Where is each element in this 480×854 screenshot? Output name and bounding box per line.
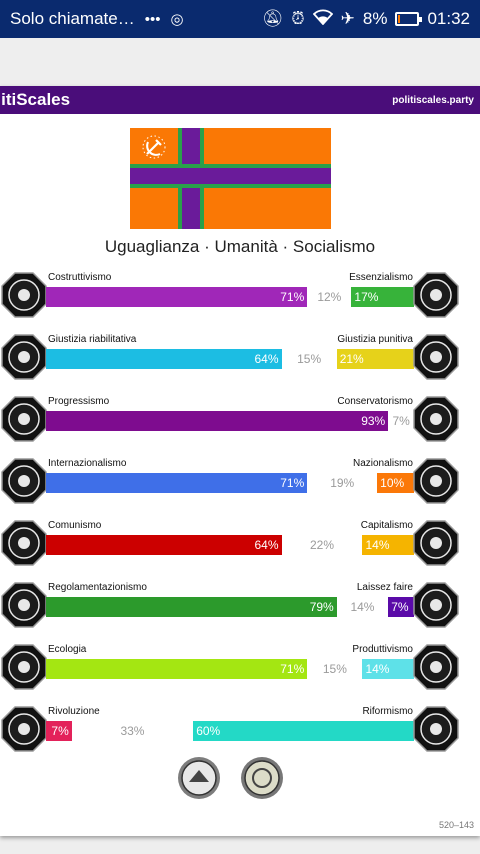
right-score-segment: 7% bbox=[388, 597, 414, 617]
right-score-segment: 17% bbox=[351, 287, 414, 307]
axis-right-label: Capitalismo bbox=[360, 520, 413, 531]
progressive-icon bbox=[1, 396, 47, 442]
constructivism-icon bbox=[1, 272, 47, 318]
result-card: olitiScales politiscales.party Uguaglian… bbox=[0, 86, 480, 836]
mute-icon: 🔕︎ bbox=[261, 9, 284, 28]
ecology-icon bbox=[1, 644, 47, 690]
left-score-segment: 71% bbox=[46, 659, 308, 679]
ideology-flag bbox=[130, 128, 331, 229]
axis-left-label: Internazionalismo bbox=[48, 458, 127, 469]
flag-icon bbox=[413, 458, 459, 504]
axis-left-label: Regolamentazionismo bbox=[48, 582, 147, 593]
battery-percent: 8% bbox=[362, 9, 388, 28]
axis-row: Progressismo Conservatorismo 93% 7% bbox=[0, 394, 480, 456]
footer-code: 520–143 bbox=[438, 820, 474, 830]
factory-icon bbox=[413, 644, 459, 690]
handshake-icon bbox=[1, 334, 47, 380]
more-dots-icon: ••• bbox=[144, 10, 161, 28]
conservative-icon bbox=[413, 396, 459, 442]
clock: 01:32 bbox=[427, 9, 470, 28]
axis-right-label: Giustizia punitiva bbox=[337, 334, 413, 345]
axis-right-label: Riformismo bbox=[362, 706, 413, 717]
left-score-segment: 93% bbox=[46, 411, 389, 431]
left-score-segment: 79% bbox=[46, 597, 337, 617]
right-score-segment: 14% bbox=[362, 659, 414, 679]
essentialism-icon bbox=[413, 272, 459, 318]
site-link[interactable]: politiscales.party bbox=[392, 94, 474, 106]
axis-row: Rivoluzione Riformismo 7% 33% 60% bbox=[0, 704, 480, 766]
axis-row: Comunismo Capitalismo 64% 22% 14% bbox=[0, 518, 480, 580]
battery-icon bbox=[395, 12, 423, 26]
badge-coin-left-icon bbox=[178, 757, 220, 799]
hammer-sickle-icon bbox=[1, 520, 47, 566]
axis-score-bar: 64% 15% 21% bbox=[46, 349, 414, 369]
carrier-text: Solo chiamate… bbox=[10, 9, 135, 28]
status-bar: Solo chiamate… ••• ◎ 🔕︎ ⏰︎ ✈ 8% 01:32 bbox=[0, 0, 480, 38]
star-circle-emblem bbox=[142, 135, 166, 159]
axis-row: Costruttivismo Essenzialismo 71% 12% 17% bbox=[0, 270, 480, 332]
right-score-segment: 60% bbox=[193, 721, 414, 741]
right-score-segment: 14% bbox=[362, 535, 414, 555]
right-score-segment: 10% bbox=[377, 473, 414, 493]
axis-right-label: Conservatorismo bbox=[337, 396, 413, 407]
axis-row: Regolamentazionismo Laissez faire 79% 14% 7% bbox=[0, 580, 480, 642]
axis-right-label: Laissez faire bbox=[356, 582, 413, 593]
axis-row: Internazionalismo Nazionalismo 71% 19% 10% bbox=[0, 456, 480, 518]
neutral-score-segment: 15% bbox=[281, 349, 337, 369]
title-bar: olitiScales politiscales.party bbox=[0, 86, 480, 114]
axis-row: Ecologia Produttivismo 71% 15% 14% bbox=[0, 642, 480, 704]
wifi-icon bbox=[312, 9, 333, 30]
app-logo: olitiScales bbox=[0, 90, 71, 109]
axis-left-label: Costruttivismo bbox=[48, 272, 112, 283]
axis-score-bar: 79% 14% 7% bbox=[46, 597, 414, 617]
axis-left-label: Comunismo bbox=[48, 520, 102, 531]
prison-bars-icon bbox=[413, 334, 459, 380]
left-score-segment: 71% bbox=[46, 473, 308, 493]
axis-right-label: Produttivismo bbox=[352, 644, 413, 655]
globe-icon bbox=[1, 458, 47, 504]
neutral-score-segment: 7% bbox=[388, 411, 414, 431]
laissez-faire-icon bbox=[413, 582, 459, 628]
neutral-score-segment: 33% bbox=[71, 721, 194, 741]
neutral-score-segment: 15% bbox=[307, 659, 363, 679]
money-bag-icon bbox=[413, 520, 459, 566]
axis-right-label: Nazionalismo bbox=[352, 458, 413, 469]
axis-score-bar: 71% 15% 14% bbox=[46, 659, 414, 679]
badge-coin-right-icon bbox=[241, 757, 283, 799]
left-score-segment: 64% bbox=[46, 535, 282, 555]
neutral-score-segment: 12% bbox=[307, 287, 352, 307]
axis-score-bar: 71% 12% 17% bbox=[46, 287, 414, 307]
left-score-segment: 64% bbox=[46, 349, 282, 369]
airplane-icon: ✈ bbox=[340, 9, 355, 28]
reform-icon bbox=[413, 706, 459, 752]
left-score-segment: 7% bbox=[46, 721, 72, 741]
axis-row: Giustizia riabilitativa Giustizia punitiv… bbox=[0, 332, 480, 394]
axis-score-bar: 64% 22% 14% bbox=[46, 535, 414, 555]
neutral-score-segment: 22% bbox=[281, 535, 363, 555]
axis-left-label: Giustizia riabilitativa bbox=[48, 334, 137, 345]
neutral-score-segment: 14% bbox=[336, 597, 389, 617]
ideology-slogan: Uguaglianza · Umanità · Socialismo bbox=[104, 237, 376, 256]
neutral-score-segment: 19% bbox=[307, 473, 378, 493]
axis-score-bar: 71% 19% 10% bbox=[46, 473, 414, 493]
right-score-segment: 21% bbox=[336, 349, 414, 369]
regulation-icon bbox=[1, 582, 47, 628]
axis-left-label: Ecologia bbox=[48, 644, 87, 655]
axis-left-label: Rivoluzione bbox=[48, 706, 100, 717]
axis-score-bar: 7% 33% 60% bbox=[46, 721, 414, 741]
revolution-icon bbox=[1, 706, 47, 752]
axis-right-label: Essenzialismo bbox=[349, 272, 413, 283]
axis-left-label: Progressismo bbox=[48, 396, 110, 407]
left-score-segment: 71% bbox=[46, 287, 308, 307]
alarm-icon: ⏰︎ bbox=[291, 9, 305, 28]
axis-score-bar: 93% 7% bbox=[46, 411, 414, 431]
target-icon: ◎ bbox=[170, 11, 184, 28]
